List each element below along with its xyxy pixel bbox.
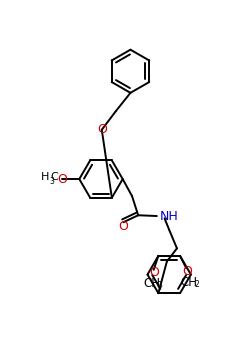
Text: NH: NH <box>160 210 179 223</box>
Text: C: C <box>50 172 58 182</box>
Text: 2: 2 <box>195 280 200 289</box>
Text: O: O <box>97 123 107 136</box>
Text: O: O <box>149 266 159 279</box>
Text: O: O <box>57 173 67 186</box>
Text: H: H <box>41 172 50 182</box>
Text: 3: 3 <box>158 281 162 290</box>
Text: O: O <box>182 265 192 278</box>
Text: CH: CH <box>143 277 160 290</box>
Text: 3: 3 <box>49 177 54 186</box>
Text: O: O <box>118 219 128 232</box>
Text: CH: CH <box>180 275 197 288</box>
